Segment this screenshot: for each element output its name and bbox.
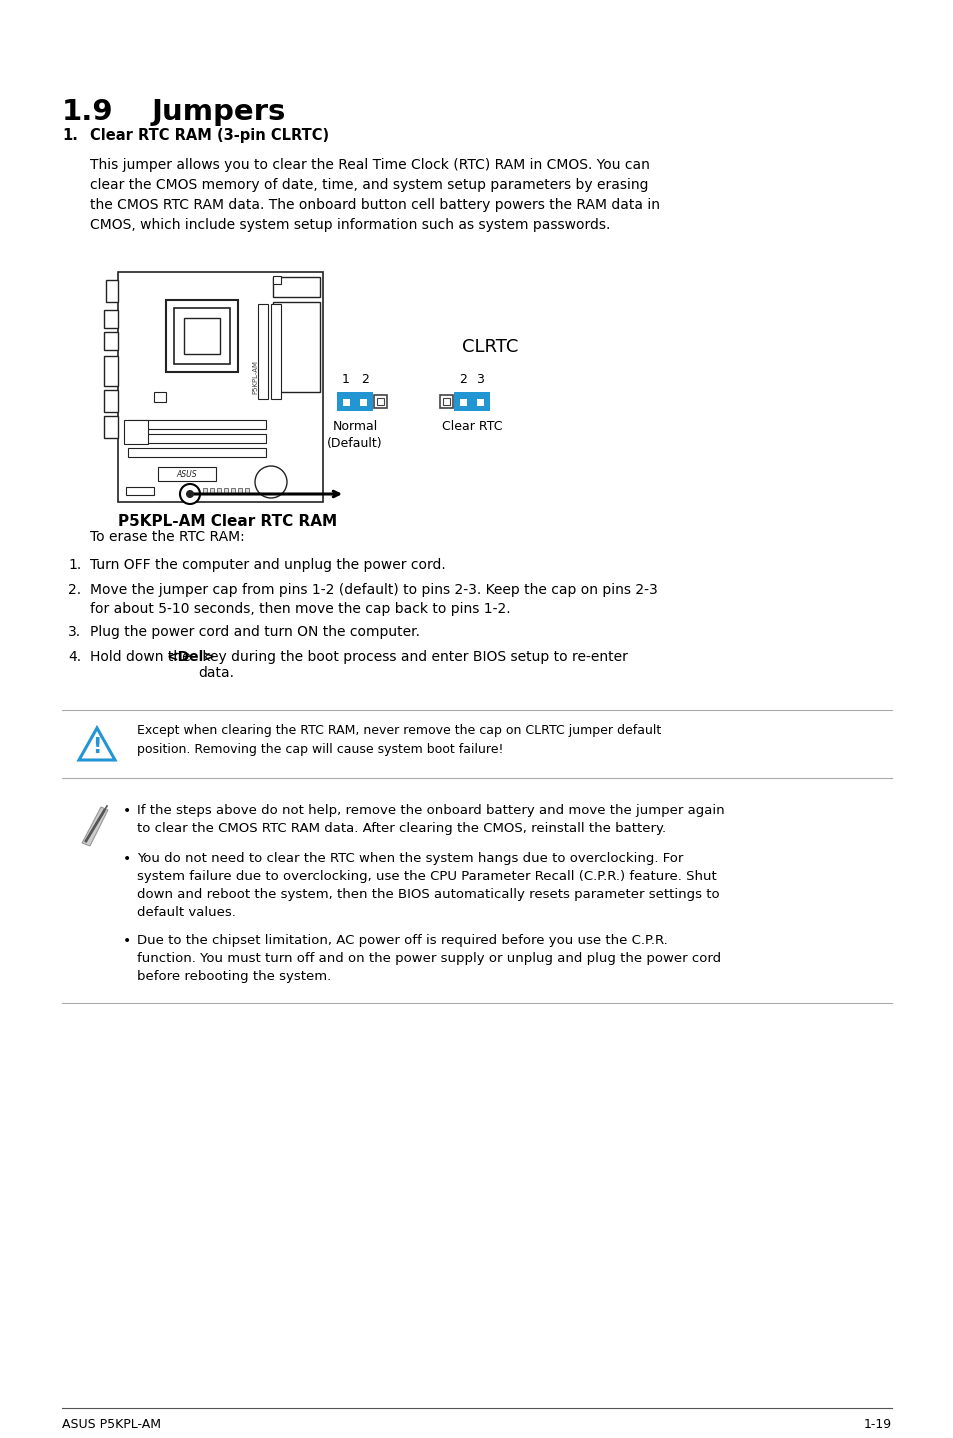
Text: 2: 2 (458, 372, 466, 385)
Bar (442, 398, 450, 406)
Circle shape (186, 490, 193, 498)
Text: P5KPL-AM: P5KPL-AM (252, 360, 257, 394)
Text: !: ! (92, 738, 102, 756)
Text: 2: 2 (360, 372, 369, 385)
Text: 1.: 1. (68, 558, 81, 572)
Bar (273, 276, 281, 283)
Bar (216, 487, 221, 493)
Text: Hold down the: Hold down the (90, 650, 194, 664)
Bar (104, 390, 118, 413)
Bar (124, 420, 148, 444)
Bar (126, 487, 153, 495)
Text: Jumpers: Jumpers (152, 98, 286, 127)
Text: <Del>: <Del> (167, 650, 215, 664)
Bar (343, 398, 350, 406)
Bar (359, 398, 367, 406)
Text: 1.: 1. (62, 128, 78, 142)
Bar (104, 311, 118, 328)
Text: Move the jumper cap from pins 1-2 (default) to pins 2-3. Keep the cap on pins 2-: Move the jumper cap from pins 1-2 (defau… (90, 582, 657, 617)
Bar (128, 434, 266, 443)
Text: You do not need to clear the RTC when the system hangs due to overclocking. For
: You do not need to clear the RTC when th… (137, 851, 719, 919)
Bar (210, 487, 213, 493)
Bar (153, 393, 166, 403)
Bar (459, 398, 467, 406)
Bar (158, 467, 215, 480)
Bar (166, 301, 237, 372)
Text: Turn OFF the computer and unplug the power cord.: Turn OFF the computer and unplug the pow… (90, 558, 445, 572)
Text: 1-19: 1-19 (863, 1418, 891, 1431)
Bar (257, 303, 268, 398)
Text: 1.9: 1.9 (62, 98, 113, 127)
Text: 4.: 4. (68, 650, 81, 664)
Bar (273, 302, 319, 393)
Bar (237, 487, 242, 493)
Text: •: • (123, 935, 132, 948)
Bar (439, 395, 453, 408)
Text: 3: 3 (476, 372, 483, 385)
Bar (245, 487, 249, 493)
Text: Normal
(Default): Normal (Default) (327, 420, 382, 450)
Text: Plug the power cord and turn ON the computer.: Plug the power cord and turn ON the comp… (90, 626, 419, 638)
Bar (224, 487, 228, 493)
Text: This jumper allows you to clear the Real Time Clock (RTC) RAM in CMOS. You can
c: This jumper allows you to clear the Real… (90, 158, 659, 232)
Circle shape (254, 466, 287, 498)
Text: ASUS: ASUS (176, 470, 197, 479)
Bar (476, 398, 483, 406)
Bar (104, 332, 118, 349)
Text: Clear RTC: Clear RTC (441, 420, 501, 433)
Text: 2.: 2. (68, 582, 81, 597)
Text: If the steps above do not help, remove the onboard battery and move the jumper a: If the steps above do not help, remove t… (137, 804, 724, 835)
Bar (118, 272, 323, 502)
Bar (273, 278, 319, 298)
Text: 3.: 3. (68, 626, 81, 638)
Bar (203, 487, 207, 493)
Text: key during the boot process and enter BIOS setup to re-enter
data.: key during the boot process and enter BI… (198, 650, 627, 680)
Bar (376, 398, 384, 406)
Polygon shape (82, 807, 108, 846)
Text: •: • (123, 804, 132, 818)
Bar (106, 280, 118, 302)
Bar (104, 357, 118, 385)
Text: To erase the RTC RAM:: To erase the RTC RAM: (90, 531, 245, 544)
Text: Except when clearing the RTC RAM, never remove the cap on CLRTC jumper default
p: Except when clearing the RTC RAM, never … (137, 723, 660, 755)
Bar (128, 420, 266, 429)
Text: Due to the chipset limitation, AC power off is required before you use the C.P.R: Due to the chipset limitation, AC power … (137, 935, 720, 984)
Text: 1: 1 (341, 372, 350, 385)
Bar (104, 416, 118, 439)
Text: •: • (123, 851, 132, 866)
Text: ASUS P5KPL-AM: ASUS P5KPL-AM (62, 1418, 161, 1431)
Bar (184, 318, 220, 354)
Text: P5KPL-AM Clear RTC RAM: P5KPL-AM Clear RTC RAM (118, 513, 336, 529)
Text: CLRTC: CLRTC (461, 338, 517, 357)
Bar (173, 308, 230, 364)
Bar (271, 303, 281, 398)
Bar (336, 393, 373, 411)
Polygon shape (79, 728, 115, 761)
Bar (374, 395, 387, 408)
Bar (128, 449, 266, 457)
Bar (454, 393, 490, 411)
Circle shape (180, 485, 200, 503)
Text: Clear RTC RAM (3-pin CLRTC): Clear RTC RAM (3-pin CLRTC) (90, 128, 329, 142)
Bar (231, 487, 234, 493)
